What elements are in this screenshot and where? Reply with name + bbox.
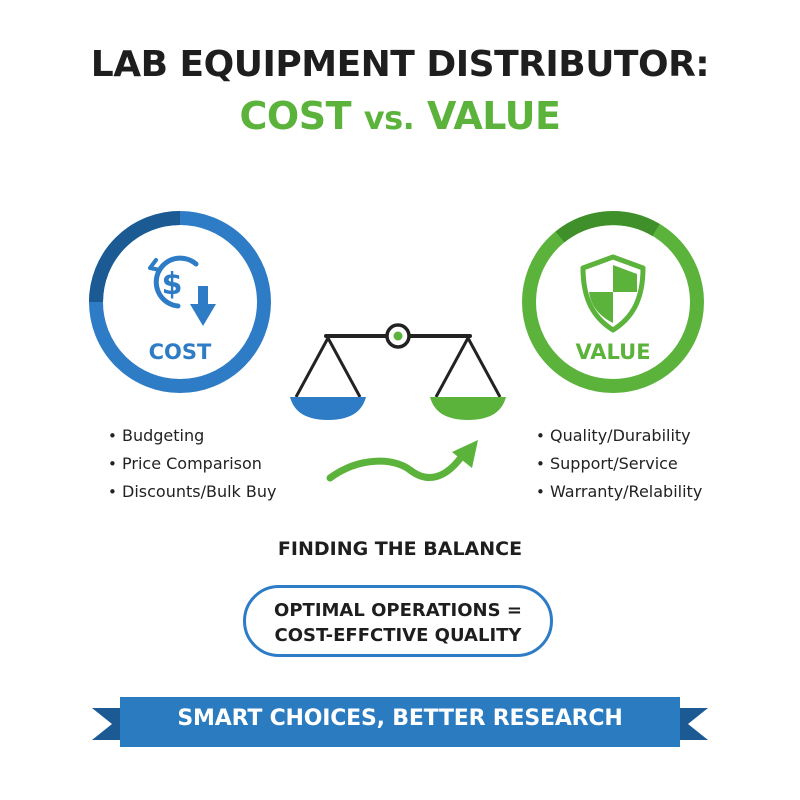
list-item: Price Comparison [108, 450, 276, 478]
list-item: Support/Service [536, 450, 702, 478]
subtitle-cost: COST [239, 94, 352, 138]
list-item: Quality/Durability [536, 422, 702, 450]
balance-heading: FINDING THE BALANCE [277, 538, 523, 560]
cost-label: COST [148, 340, 212, 364]
cost-list: Budgeting Price Comparison Discounts/Bul… [108, 422, 276, 506]
optimal-operations-pill: OPTIMAL OPERATIONS = COST-EFFCTIVE QUALI… [243, 585, 553, 657]
trend-arrow-icon [326, 440, 478, 482]
subtitle-value: VALUE [427, 94, 561, 138]
list-item: Budgeting [108, 422, 276, 450]
page-subtitle: COST vs. VALUE [0, 94, 800, 138]
ribbon-banner [92, 697, 708, 747]
cost-ring [89, 211, 271, 393]
dollar-down-icon: $ [148, 255, 216, 326]
balance-scale-icon [290, 323, 506, 420]
page-title: LAB EQUIPMENT DISTRIBUTOR: [90, 44, 710, 85]
shield-icon [580, 254, 646, 333]
banner-text: SMART CHOICES, BETTER RESEARCH [177, 706, 623, 731]
value-label: VALUE [575, 340, 651, 364]
pill-line-1: OPTIMAL OPERATIONS = [274, 600, 522, 621]
list-item: Discounts/Bulk Buy [108, 478, 276, 506]
value-list: Quality/Durability Support/Service Warra… [536, 422, 702, 506]
svg-text:$: $ [162, 267, 183, 302]
list-item: Warranty/Relability [536, 478, 702, 506]
pill-line-2: COST-EFFCTIVE QUALITY [274, 625, 522, 646]
value-ring [522, 211, 704, 393]
subtitle-vs: vs. [363, 99, 415, 137]
